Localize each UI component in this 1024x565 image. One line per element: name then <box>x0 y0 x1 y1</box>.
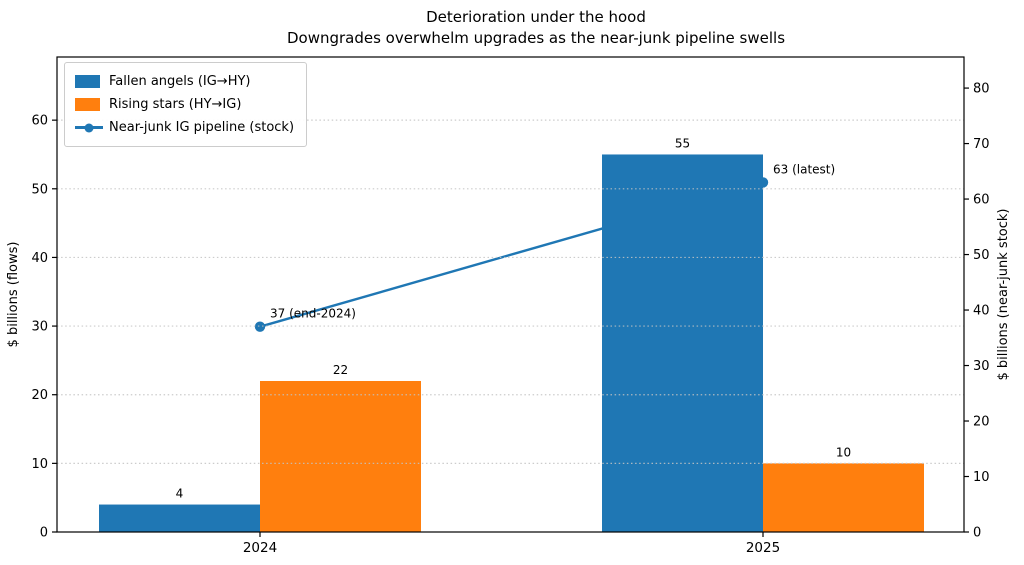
chart-subtitle: Downgrades overwhelm upgrades as the nea… <box>286 29 786 47</box>
left-axis-tick-label: 10 <box>31 457 48 472</box>
chart-title: Deterioration under the hood <box>426 8 646 26</box>
plot-border <box>56 56 965 533</box>
rising-stars-swatch-icon <box>75 98 100 111</box>
left-axis-tick-label: 30 <box>31 320 48 335</box>
right-axis-tick-label: 10 <box>973 470 990 485</box>
legend-item-pipeline: Near-junk IG pipeline (stock) <box>75 116 294 139</box>
line-annotation: 37 (end-2024) <box>270 307 356 321</box>
legend: Fallen angels (IG→HY) Rising stars (HY→I… <box>64 62 308 147</box>
left-axis-tick-label: 40 <box>31 251 48 266</box>
left-axis-tick-label: 50 <box>31 182 48 197</box>
pipeline-point-2024 <box>254 321 266 332</box>
bar-rising-stars-2025 <box>763 463 924 532</box>
legend-item-rising-stars: Rising stars (HY→IG) <box>75 93 294 116</box>
bar-value-label: 55 <box>675 136 690 150</box>
bar-fallen-angels-2025 <box>602 154 763 532</box>
right-axis-tick-label: 50 <box>973 248 990 263</box>
right-axis-tick-label: 20 <box>973 415 990 430</box>
right-axis-tick-label: 0 <box>973 526 981 541</box>
legend-label-pipeline: Near-junk IG pipeline (stock) <box>109 120 295 135</box>
right-axis-tick-label: 60 <box>973 193 990 208</box>
legend-item-fallen-angels: Fallen angels (IG→HY) <box>75 70 294 93</box>
right-axis-tick-label: 70 <box>973 137 990 152</box>
right-axis-tick-label: 40 <box>973 304 990 319</box>
left-axis-tick-label: 0 <box>40 526 48 541</box>
x-axis-tick-label: 2024 <box>243 540 277 556</box>
bar-rising-stars-2024 <box>260 380 421 532</box>
bar-fallen-angels-2024 <box>99 504 260 532</box>
fallen-angels-swatch-icon <box>75 75 100 88</box>
left-axis-label: $ billions (flows) <box>6 242 21 348</box>
right-axis-tick-label: 30 <box>973 359 990 374</box>
x-axis-tick-label: 2025 <box>746 540 780 556</box>
line-annotation: 63 (latest) <box>773 162 835 176</box>
line-marker-swatch-icon <box>75 123 103 132</box>
chart-title-block: Deterioration under the hood Downgrades … <box>48 7 1024 49</box>
right-axis-label: $ billions (near-junk stock) <box>996 208 1011 380</box>
right-axis-tick-label: 80 <box>973 82 990 97</box>
bar-value-label: 4 <box>176 487 184 501</box>
left-axis-tick-label: 20 <box>31 388 48 403</box>
left-axis-tick-label: 60 <box>31 114 48 129</box>
legend-label-fallen-angels: Fallen angels (IG→HY) <box>109 74 251 89</box>
bar-value-label: 22 <box>333 363 348 377</box>
bar-value-label: 10 <box>836 445 851 459</box>
legend-label-rising-stars: Rising stars (HY→IG) <box>109 97 242 112</box>
